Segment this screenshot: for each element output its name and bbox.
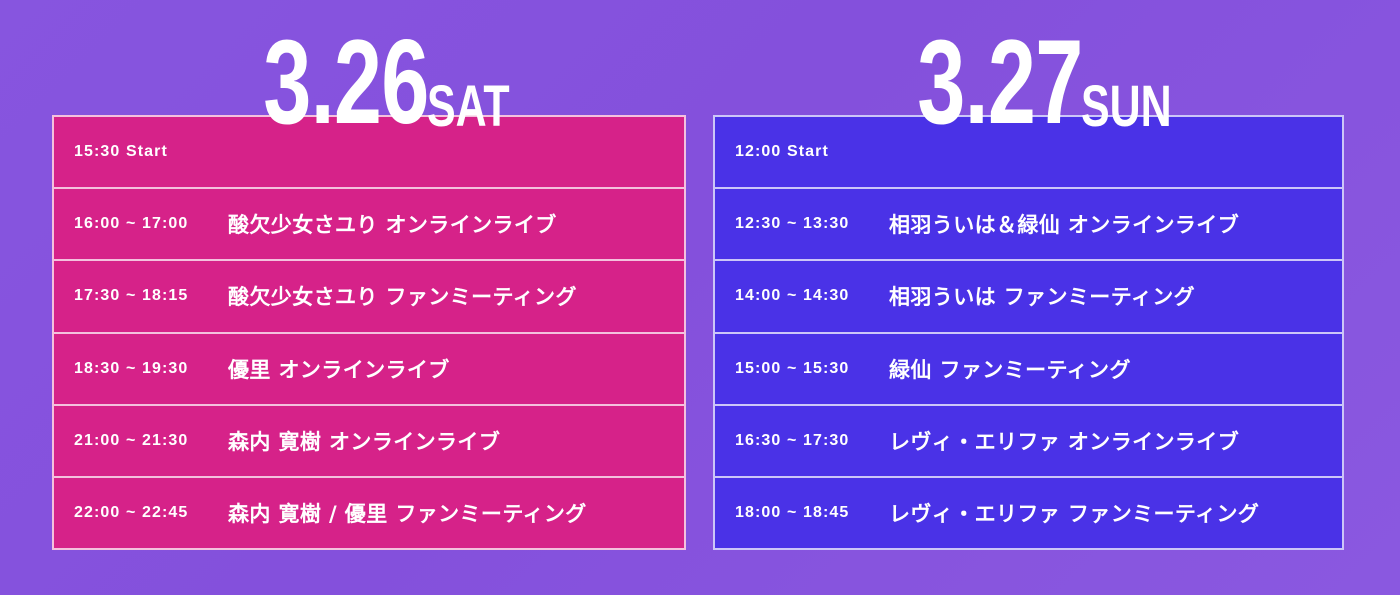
table-row: 17:30 ~ 18:15 酸欠少女さユり ファンミーティング (54, 261, 684, 334)
table-row: 21:00 ~ 21:30 森内 寛樹 オンラインライブ (54, 406, 684, 478)
row-title: レヴィ・エリファ ファンミーティング (889, 501, 1260, 526)
row-time: 12:00 Start (735, 143, 829, 161)
row-title: 優里 オンラインライブ (228, 357, 450, 382)
table-row: 15:00 ~ 15:30 緑仙 ファンミーティング (715, 334, 1342, 406)
row-title: レヴィ・エリファ オンラインライブ (889, 429, 1240, 454)
row-time: 18:00 ~ 18:45 (735, 503, 850, 521)
table-row: 15:30 Start (54, 117, 684, 190)
schedule-table-sun: 12:00 Start 12:30 ~ 13:30 相羽ういは＆緑仙 オンライン… (713, 115, 1344, 550)
table-row: 16:00 ~ 17:00 酸欠少女さユり オンラインライブ (54, 189, 684, 262)
table-row: 22:00 ~ 22:45 森内 寛樹 / 優里 ファンミーティング (54, 478, 684, 548)
row-time: 15:30 Start (74, 143, 168, 161)
row-title: 相羽ういは ファンミーティング (889, 285, 1196, 310)
row-time: 21:00 ~ 21:30 (74, 431, 189, 449)
table-row: 18:00 ~ 18:45 レヴィ・エリファ ファンミーティング (715, 478, 1342, 548)
table-row: 18:30 ~ 19:30 優里 オンラインライブ (54, 334, 684, 406)
row-time: 15:00 ~ 15:30 (735, 359, 850, 377)
row-time: 18:30 ~ 19:30 (74, 359, 189, 377)
row-time: 14:00 ~ 14:30 (735, 287, 850, 305)
table-row: 12:30 ~ 13:30 相羽ういは＆緑仙 オンラインライブ (715, 189, 1342, 262)
row-title: 酸欠少女さユり ファンミーティング (228, 285, 577, 310)
row-title: 酸欠少女さユり オンラインライブ (228, 213, 557, 238)
schedule-table-sat: 15:30 Start 16:00 ~ 17:00 酸欠少女さユり オンラインラ… (52, 115, 686, 550)
row-time: 16:30 ~ 17:30 (735, 431, 850, 449)
row-title: 森内 寛樹 オンラインライブ (228, 429, 501, 454)
row-time: 12:30 ~ 13:30 (735, 215, 850, 233)
row-title: 緑仙 ファンミーティング (889, 357, 1131, 382)
table-row: 16:30 ~ 17:30 レヴィ・エリファ オンラインライブ (715, 406, 1342, 478)
table-row: 12:00 Start (715, 117, 1342, 190)
row-title: 相羽ういは＆緑仙 オンラインライブ (889, 213, 1240, 238)
row-time: 16:00 ~ 17:00 (74, 215, 189, 233)
row-title: 森内 寛樹 / 優里 ファンミーティング (228, 501, 587, 526)
row-time: 17:30 ~ 18:15 (74, 287, 189, 305)
row-time: 22:00 ~ 22:45 (74, 503, 189, 521)
table-row: 14:00 ~ 14:30 相羽ういは ファンミーティング (715, 261, 1342, 334)
